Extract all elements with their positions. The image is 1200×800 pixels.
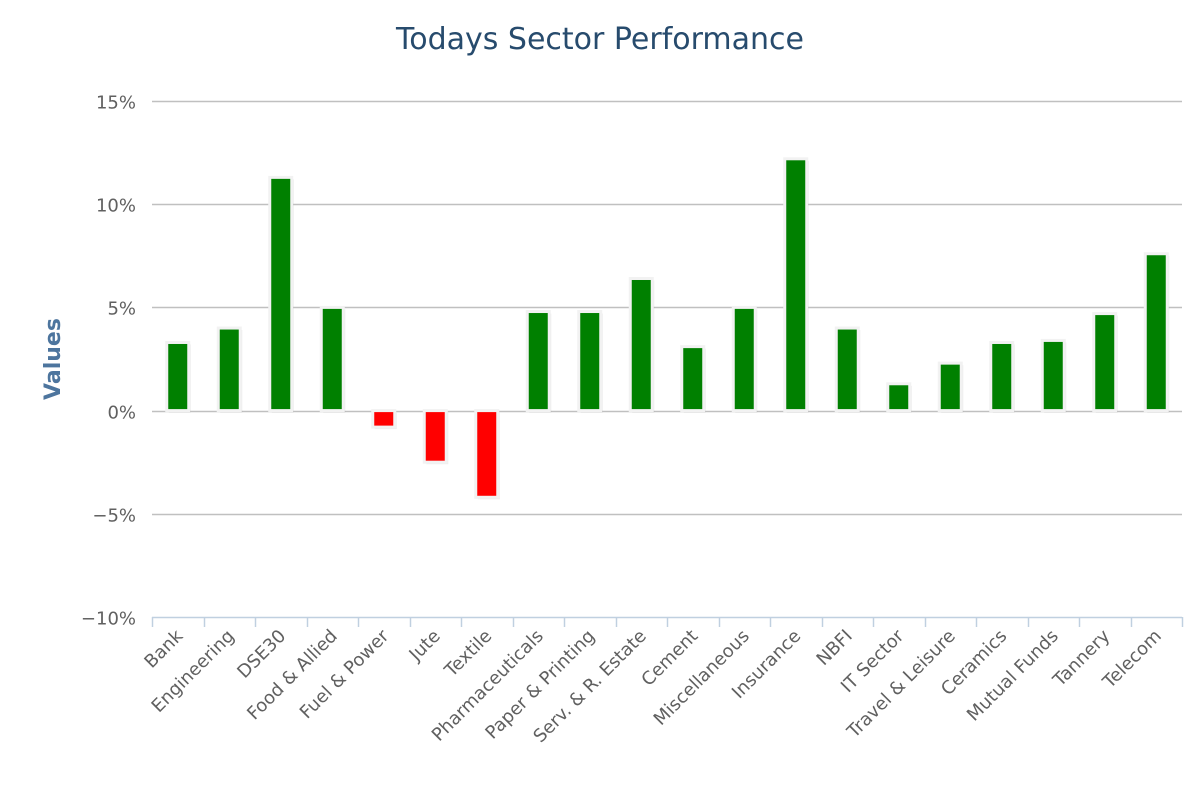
y-tick-label: 0% [107,403,136,424]
gridlines [152,100,1182,516]
bar-bank[interactable] [165,340,191,413]
y-tick-label: −10% [81,609,136,630]
y-tick-label: 15% [96,93,136,114]
bar-pharmaceuticals[interactable] [525,310,551,413]
bar-miscellaneous[interactable] [731,305,757,413]
x-axis [151,616,1184,627]
x-tick-label: Bank [140,625,187,672]
bar-telecom[interactable] [1143,252,1169,413]
bars [165,157,1170,500]
bar-ceramics[interactable] [989,340,1015,413]
bar-travel-leisure[interactable] [937,361,963,413]
x-tick-label: Fuel & Power [296,625,394,723]
bar-mutual-funds[interactable] [1040,338,1066,413]
bar-paper-printing[interactable] [577,310,603,413]
bar-insurance[interactable] [783,157,809,413]
bar-textile[interactable] [474,409,500,499]
y-tick-label: 10% [96,196,136,217]
chart-title: Todays Sector Performance [395,22,804,57]
bar-cement[interactable] [680,345,706,413]
bar-serv-r-estate[interactable] [628,277,654,413]
y-tick-label: −5% [92,506,136,527]
bar-jute[interactable] [422,409,448,464]
y-axis-title: Values [41,318,66,400]
x-tick-label: Jute [405,626,445,666]
bar-fuel-power[interactable] [371,409,397,429]
bar-food-allied[interactable] [319,305,345,413]
x-tick-label: NBFI [813,626,857,670]
x-tick-label: Mutual Funds [963,626,1063,726]
bar-dse30[interactable] [268,175,294,413]
bar-nbfi[interactable] [834,326,860,413]
bar-engineering[interactable] [216,326,242,413]
bar-it-sector[interactable] [886,382,912,413]
x-tick-label: Food & Allied [243,626,342,725]
y-tick-label: 5% [107,299,136,320]
y-axis-ticks: −10% −5% 0% 5% 10% 15% [81,93,136,630]
bar-tannery[interactable] [1092,312,1118,413]
